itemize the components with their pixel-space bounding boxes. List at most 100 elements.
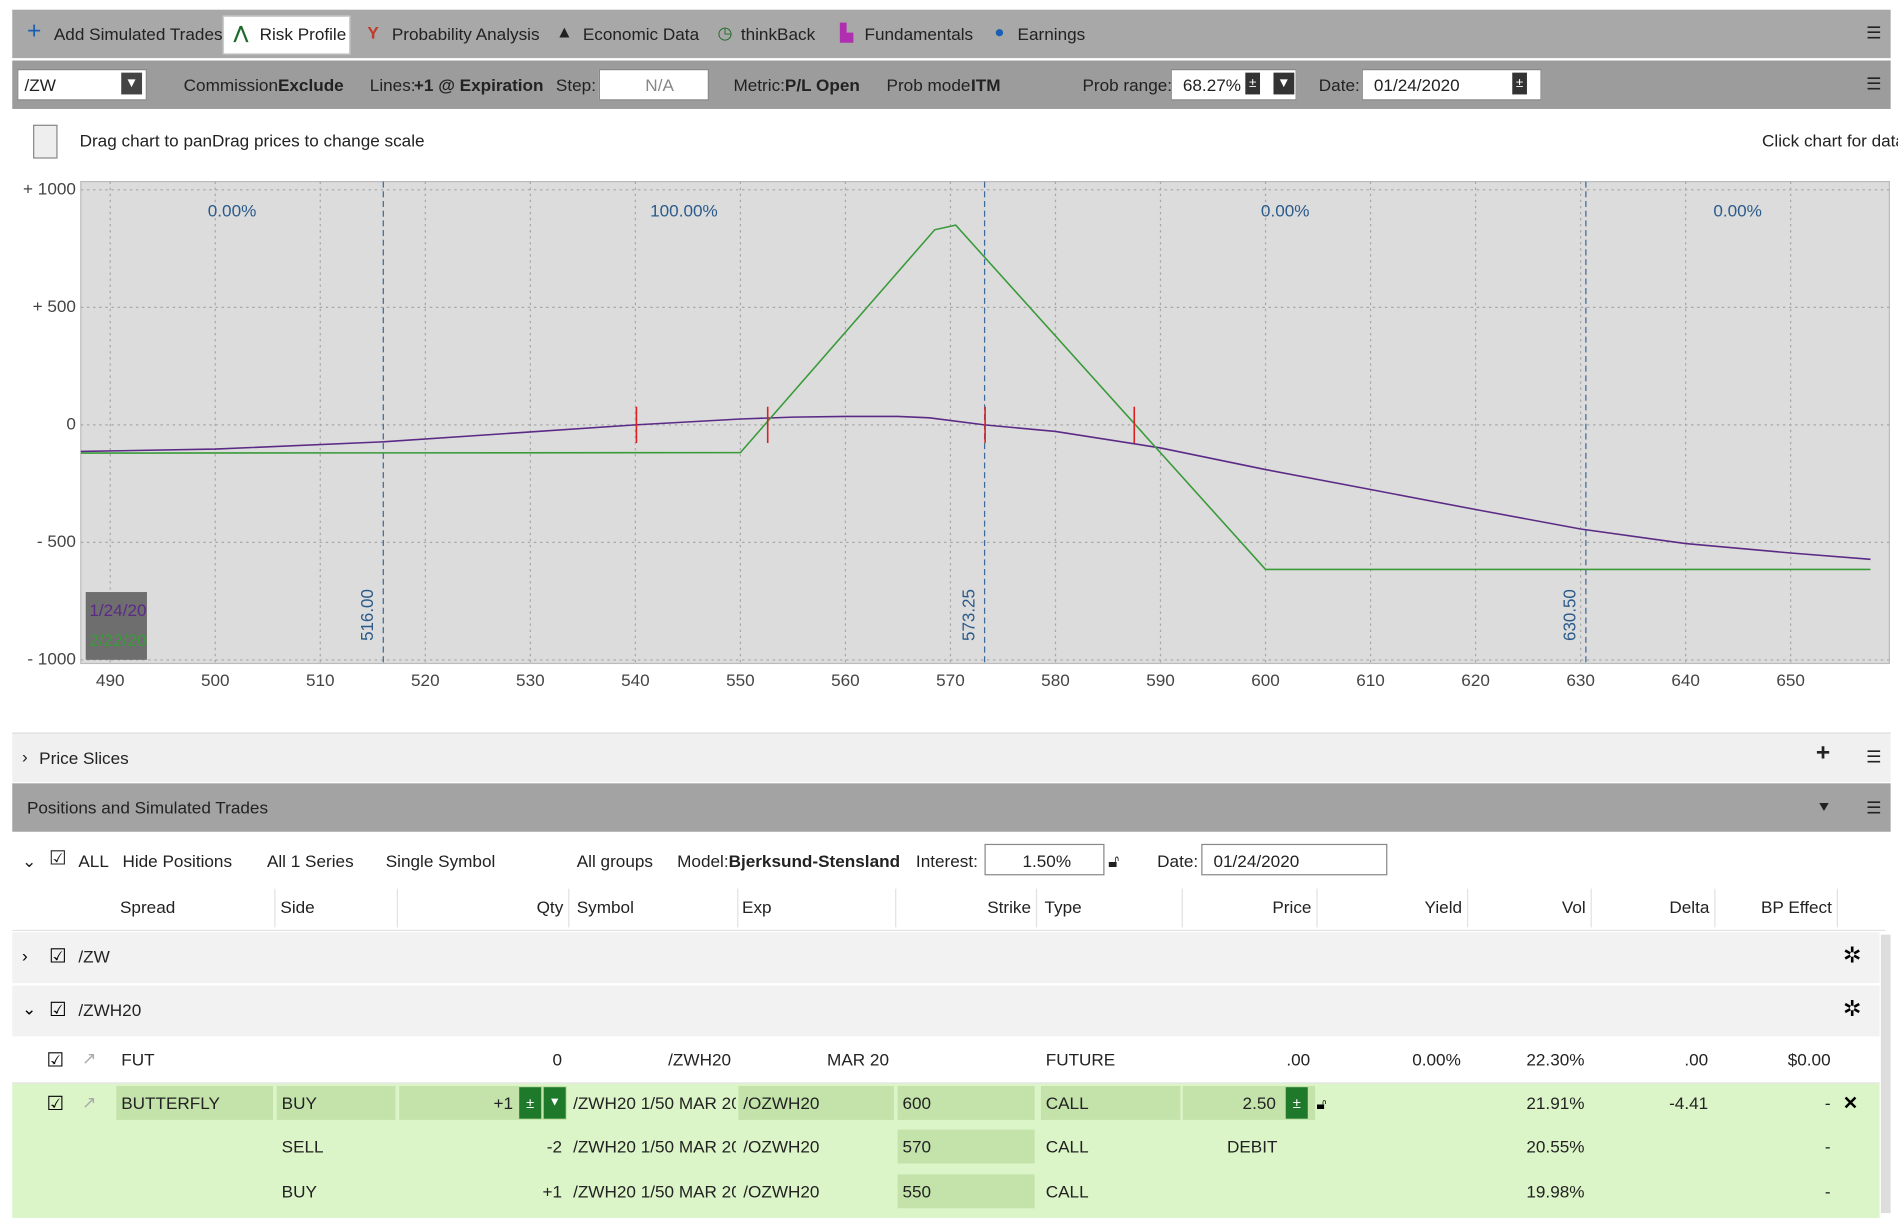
- positions-table: Spread Side Qty Symbol Exp Strike Type Price Yie…: [0, 886, 1886, 1218]
- menu-icon[interactable]: ☰: [1866, 73, 1882, 94]
- dropdown[interactable]: ▼: [121, 72, 142, 95]
- icon: Y: [367, 23, 379, 43]
- checkbox[interactable]: ☑: [46, 1094, 65, 1116]
- y-tick-label: + 500: [33, 297, 76, 316]
- editable-cell[interactable]: [897, 1085, 1035, 1120]
- editable-cell[interactable]: [276, 1085, 396, 1120]
- column-header[interactable]: Spread: [120, 897, 176, 917]
- label: Date:: [1318, 75, 1360, 95]
- tab[interactable]: Earnings: [1017, 24, 1086, 44]
- column-header[interactable]: Vol: [1561, 897, 1586, 917]
- cell: /ZWH20: [668, 1049, 732, 1070]
- lock-icon[interactable]: 🔓︎: [1316, 1094, 1327, 1113]
- editable-cell[interactable]: [116, 1085, 274, 1120]
- risk-profile-chart[interactable]: 490 500 510 520 530 540 550 560 570 580 590 600 610 6…: [0, 111, 1898, 724]
- icon: ⋀: [233, 23, 248, 43]
- checkbox[interactable]: ☑: [48, 848, 67, 870]
- expander[interactable]: ›: [22, 747, 28, 767]
- scrollbar[interactable]: [1880, 934, 1891, 1214]
- settings-icon[interactable]: ✲: [1842, 996, 1862, 1021]
- tab[interactable]: Risk Profile: [259, 24, 347, 44]
- expander[interactable]: ⌄: [22, 851, 37, 871]
- tab[interactable]: Economic Data: [582, 24, 700, 44]
- icon: ●: [994, 21, 1005, 42]
- cell: BUY: [281, 1093, 317, 1113]
- tab[interactable]: thinkBack: [740, 24, 816, 44]
- filter[interactable]: All groups: [576, 851, 653, 871]
- y-tick-label: - 1000: [27, 649, 76, 668]
- editable-cell[interactable]: [897, 1174, 1035, 1209]
- dropdown[interactable]: ▼: [543, 1087, 566, 1119]
- price-slices-bar[interactable]: [12, 732, 1891, 783]
- expander[interactable]: ⌄: [22, 998, 37, 1019]
- x-tick-label: 600: [1251, 671, 1280, 690]
- column-header[interactable]: Exp: [742, 897, 772, 917]
- interest-box[interactable]: [984, 843, 1105, 876]
- column-divider: [396, 888, 398, 928]
- y-tick-label: - 500: [37, 532, 76, 551]
- column-header[interactable]: Type: [1044, 897, 1082, 917]
- value[interactable]: +1 @ Expiration: [413, 75, 544, 95]
- add-button[interactable]: +: [1815, 739, 1831, 767]
- stepper[interactable]: ±: [1245, 72, 1261, 95]
- date-box[interactable]: [1361, 69, 1542, 101]
- expander[interactable]: ›: [22, 945, 28, 965]
- cell: +1: [493, 1093, 514, 1113]
- filter[interactable]: All 1 Series: [266, 851, 354, 871]
- group-name: /ZW: [78, 946, 110, 967]
- checkbox[interactable]: ☑: [46, 1050, 65, 1072]
- menu-icon[interactable]: ☰: [1866, 23, 1882, 43]
- column-header[interactable]: Side: [280, 897, 315, 917]
- column-header[interactable]: Price: [1272, 897, 1312, 917]
- label: Commission:: [183, 75, 283, 95]
- column-header[interactable]: BP Effect: [1761, 897, 1832, 917]
- value: 01/24/2020: [1373, 75, 1460, 95]
- date-box[interactable]: [1201, 843, 1388, 876]
- editable-cell[interactable]: [1040, 1085, 1181, 1120]
- filter[interactable]: Hide Positions: [122, 851, 233, 871]
- dropdown[interactable]: ▼: [1273, 72, 1295, 95]
- icon: ◷: [717, 23, 733, 43]
- chart-icon[interactable]: [33, 124, 58, 159]
- menu-icon[interactable]: ☰: [1866, 797, 1882, 818]
- value[interactable]: P/L Open: [784, 75, 860, 95]
- editable-cell[interactable]: [897, 1129, 1035, 1164]
- column-header[interactable]: Strike: [987, 897, 1032, 917]
- menu-icon[interactable]: ☰: [1866, 747, 1882, 767]
- checkbox[interactable]: ☑: [48, 946, 67, 968]
- stepper[interactable]: ±: [519, 1087, 542, 1119]
- filter[interactable]: ALL: [78, 851, 109, 871]
- checkbox[interactable]: ☑: [48, 1000, 67, 1021]
- step-box[interactable]: [598, 69, 709, 101]
- x-tick-label: 560: [831, 671, 860, 690]
- stepper[interactable]: ±: [1512, 72, 1528, 95]
- tab[interactable]: Add Simulated Trades: [53, 24, 223, 44]
- column-divider: [274, 888, 276, 928]
- probability-label: 0.00%: [208, 201, 257, 220]
- close-button[interactable]: ✕: [1842, 1093, 1859, 1114]
- column-header[interactable]: Symbol: [576, 897, 634, 917]
- label: Date:: [1157, 851, 1199, 871]
- value[interactable]: ITM: [971, 75, 1001, 95]
- value[interactable]: Bjerksund-Stensland: [728, 851, 901, 871]
- column-divider: [1836, 888, 1838, 928]
- column-header[interactable]: Yield: [1424, 897, 1463, 917]
- label: Metric:: [733, 75, 785, 95]
- column-header[interactable]: Qty: [536, 897, 564, 917]
- value[interactable]: Exclude: [277, 75, 344, 95]
- stepper[interactable]: ±: [1285, 1087, 1308, 1119]
- cell: 600: [902, 1093, 932, 1113]
- value: 1.50%: [1022, 851, 1072, 871]
- cell: /OZWH20: [743, 1181, 820, 1202]
- tab[interactable]: Fundamentals: [864, 24, 974, 44]
- collapse-icon[interactable]: ⯆: [1817, 797, 1831, 818]
- lock-icon[interactable]: 🔓︎: [1108, 851, 1120, 871]
- tab[interactable]: Probability Analysis: [391, 24, 540, 44]
- settings-icon[interactable]: ✲: [1842, 943, 1862, 968]
- column-header[interactable]: Delta: [1669, 897, 1710, 917]
- icon: +: [26, 18, 42, 45]
- filter[interactable]: Single Symbol: [385, 851, 496, 871]
- editable-cell[interactable]: [738, 1085, 894, 1120]
- cell: /ZWH20 1/50 MAR 20: [573, 1093, 736, 1113]
